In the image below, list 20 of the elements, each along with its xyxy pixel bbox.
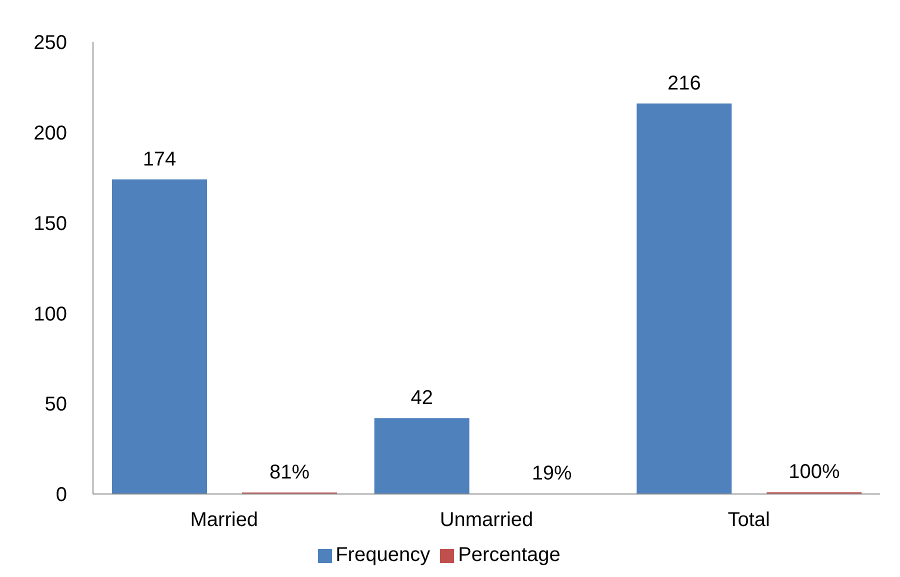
y-tick-label: 200 bbox=[34, 122, 67, 144]
y-tick-label: 50 bbox=[44, 394, 67, 416]
data-label: 42 bbox=[410, 387, 433, 410]
y-tick-label: 100 bbox=[34, 303, 67, 326]
legend-label: Frequency bbox=[336, 544, 430, 566]
bar bbox=[636, 103, 732, 494]
y-tick-label: 150 bbox=[34, 212, 67, 235]
y-tick-label: 250 bbox=[34, 32, 67, 54]
data-label: 81% bbox=[269, 462, 310, 484]
data-label: 216 bbox=[667, 72, 701, 94]
x-tick-label: Unmarried bbox=[440, 509, 534, 532]
legend-label: Percentage bbox=[458, 544, 560, 566]
bar bbox=[112, 179, 207, 494]
data-label: 100% bbox=[788, 461, 840, 484]
y-tick-label: 0 bbox=[56, 484, 67, 506]
x-tick-label: Married bbox=[190, 509, 258, 532]
bar bbox=[374, 418, 470, 494]
x-tick-label: Total bbox=[728, 509, 770, 532]
data-label: 19% bbox=[532, 462, 572, 485]
data-label: 174 bbox=[142, 148, 176, 170]
